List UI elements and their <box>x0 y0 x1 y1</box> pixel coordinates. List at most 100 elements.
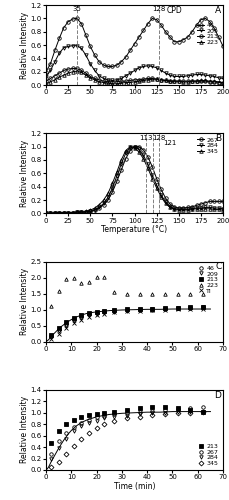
213 <box>163 404 166 410</box>
284 <box>49 456 52 462</box>
213 <box>125 407 128 413</box>
213 <box>133 77 135 83</box>
267 <box>150 164 153 170</box>
223 <box>133 79 135 85</box>
213 <box>112 408 115 414</box>
345 <box>212 206 215 212</box>
213 <box>102 78 104 84</box>
213 <box>53 73 56 79</box>
223 <box>216 79 219 85</box>
284 <box>185 206 188 212</box>
345 <box>201 409 203 415</box>
223 <box>93 77 96 83</box>
46 <box>128 48 131 54</box>
284 <box>221 206 224 212</box>
46 <box>142 28 144 34</box>
213 <box>128 78 131 84</box>
209 <box>75 43 78 49</box>
46 <box>155 16 157 22</box>
209 <box>84 52 87 58</box>
Line: 223: 223 <box>49 275 204 308</box>
345 <box>87 430 90 436</box>
213 <box>111 79 113 85</box>
TI <box>49 336 52 342</box>
223 <box>185 79 188 85</box>
Line: 209: 209 <box>49 306 204 338</box>
46 <box>75 16 78 22</box>
223 <box>159 77 162 83</box>
223 <box>142 78 144 84</box>
345 <box>125 416 128 422</box>
209 <box>201 304 203 310</box>
223 <box>124 80 126 86</box>
284 <box>155 182 157 188</box>
223 <box>49 304 52 310</box>
Line: 213: 213 <box>49 306 204 337</box>
345 <box>111 180 113 186</box>
223 <box>150 76 153 82</box>
345 <box>112 418 115 424</box>
209 <box>194 72 197 78</box>
Text: B: B <box>214 134 220 143</box>
267 <box>185 204 188 210</box>
TI <box>57 330 60 336</box>
46 <box>185 34 188 40</box>
213 <box>124 78 126 84</box>
267 <box>194 202 197 208</box>
223 <box>66 70 69 76</box>
46 <box>80 313 82 319</box>
46 <box>212 26 215 32</box>
46 <box>150 16 153 22</box>
284 <box>57 445 60 451</box>
46 <box>159 22 162 28</box>
345 <box>49 464 52 470</box>
223 <box>146 77 149 83</box>
284 <box>146 161 149 167</box>
209 <box>137 65 140 71</box>
46 <box>168 34 171 40</box>
213 <box>115 79 118 85</box>
213 <box>142 76 144 82</box>
213 <box>194 78 197 84</box>
223 <box>212 78 215 84</box>
213 <box>106 79 109 85</box>
Legend: 46, 209, 213, 223: 46, 209, 213, 223 <box>196 22 217 45</box>
345 <box>142 156 144 162</box>
223 <box>207 78 210 84</box>
345 <box>72 443 75 449</box>
284 <box>203 204 206 210</box>
267 <box>133 144 135 150</box>
46 <box>97 59 100 65</box>
TI <box>138 308 140 314</box>
284 <box>142 152 144 158</box>
284 <box>199 205 202 211</box>
213 <box>201 408 203 414</box>
345 <box>216 206 219 212</box>
Line: 345: 345 <box>44 145 224 215</box>
284 <box>194 205 197 211</box>
209 <box>44 74 47 80</box>
267 <box>87 416 90 422</box>
223 <box>163 290 166 296</box>
345 <box>175 410 178 416</box>
209 <box>111 78 113 84</box>
345 <box>155 185 157 191</box>
209 <box>190 72 193 78</box>
209 <box>181 74 184 80</box>
TI <box>95 312 98 318</box>
345 <box>137 149 140 155</box>
209 <box>102 76 104 82</box>
223 <box>112 289 115 295</box>
46 <box>163 306 166 312</box>
345 <box>163 411 166 417</box>
223 <box>87 280 90 285</box>
213 <box>201 304 203 310</box>
213 <box>155 76 157 82</box>
213 <box>172 78 175 84</box>
284 <box>124 150 126 156</box>
345 <box>57 459 60 465</box>
267 <box>80 209 82 215</box>
46 <box>102 309 105 315</box>
223 <box>181 79 184 85</box>
223 <box>89 75 91 81</box>
